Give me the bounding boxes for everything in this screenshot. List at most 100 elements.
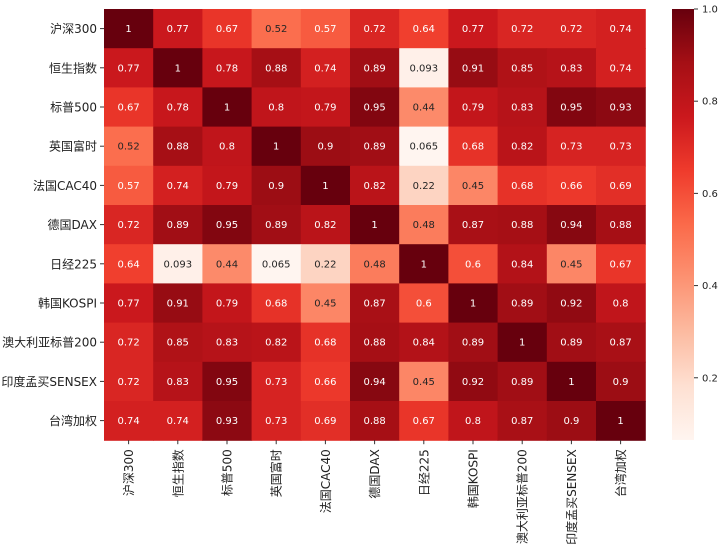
cell-value-label: 1 xyxy=(322,181,328,192)
cell-value-label: 0.78 xyxy=(167,103,189,114)
heatmap-cell xyxy=(153,283,203,324)
heatmap-cell xyxy=(251,361,302,402)
column-tick-label: 韩国KOSPI xyxy=(466,449,481,508)
column-tick-label: 澳大利亚标普200 xyxy=(516,449,530,544)
heatmap-cell xyxy=(448,87,499,128)
cell-value-label: 0.83 xyxy=(216,338,238,349)
cell-value-label: 0.22 xyxy=(413,181,435,192)
cell-value-label: 0.89 xyxy=(265,220,287,231)
heatmap-cell xyxy=(350,283,400,324)
heatmap-cell xyxy=(202,126,253,167)
cell-value-label: 0.83 xyxy=(560,63,582,74)
cell-value-label: 0.89 xyxy=(363,63,385,74)
heatmap-cell xyxy=(546,165,597,206)
heatmap-cell xyxy=(448,361,499,402)
cell-value-label: 0.72 xyxy=(117,220,139,231)
cell-value-label: 0.83 xyxy=(511,103,533,114)
cell-value-label: 0.72 xyxy=(511,24,533,35)
heatmap-cell xyxy=(448,126,499,167)
cell-value-label: 1 xyxy=(568,377,574,388)
column-tick-label: 台湾加权 xyxy=(613,449,628,497)
cell-value-label: 0.88 xyxy=(167,142,189,153)
cell-value-label: 0.87 xyxy=(511,416,533,427)
heatmap-cell xyxy=(350,9,400,49)
heatmap-cell xyxy=(596,401,646,441)
cell-value-label: 0.52 xyxy=(117,142,139,153)
heatmap-cell xyxy=(399,401,449,441)
cell-value-label: 0.9 xyxy=(563,416,579,427)
cell-value-label: 0.72 xyxy=(560,24,582,35)
cell-value-label: 0.77 xyxy=(117,63,139,74)
heatmap-cell xyxy=(104,87,154,128)
colorbar: 0.2 0.4 0.6 0.8 1.0 xyxy=(672,5,718,440)
cell-value-label: 0.66 xyxy=(560,181,582,192)
cell-value-label: 0.52 xyxy=(265,24,287,35)
cell-value-label: 0.9 xyxy=(317,142,333,153)
cell-value-label: 0.74 xyxy=(609,63,631,74)
cell-value-label: 0.8 xyxy=(268,103,284,114)
cell-value-label: 0.88 xyxy=(363,338,385,349)
cell-value-label: 0.67 xyxy=(216,24,238,35)
heatmap-cell xyxy=(596,322,646,363)
heatmap-cell xyxy=(350,205,400,245)
cell-value-label: 0.91 xyxy=(167,299,189,310)
cell-value-label: 0.73 xyxy=(560,142,582,153)
heatmap-cell xyxy=(350,87,400,128)
cell-value-label: 1 xyxy=(519,338,525,349)
heatmap-cell xyxy=(300,87,351,128)
heatmap-cell xyxy=(251,322,302,363)
column-tick-label: 印度孟买SENSEX xyxy=(564,449,579,545)
heatmap-cell xyxy=(202,205,253,245)
heatmap-cell xyxy=(497,9,548,49)
heatmap-cell xyxy=(350,322,400,363)
heatmap-cell xyxy=(546,244,597,284)
heatmap-cell xyxy=(251,244,302,284)
heatmap-cell xyxy=(546,322,597,363)
cell-value-label: 0.77 xyxy=(462,24,484,35)
cell-value-label: 0.93 xyxy=(609,103,631,114)
heatmap-cell xyxy=(300,361,351,402)
cell-value-label: 0.85 xyxy=(167,338,189,349)
heatmap-cells: 1 0.77 0.67 0.52 0.57 0.72 0.64 0.77 0.72 0.72 0.7… xyxy=(104,9,646,441)
heatmap-cell xyxy=(300,165,351,206)
heatmap-cell xyxy=(448,244,499,284)
cell-value-label: 0.89 xyxy=(511,299,533,310)
cell-value-label: 0.69 xyxy=(609,181,631,192)
heatmap-cell xyxy=(300,9,351,49)
heatmap-cell xyxy=(399,165,449,206)
cell-value-label: 0.74 xyxy=(117,416,139,427)
cell-value-label: 0.87 xyxy=(363,299,385,310)
cell-value-label: 1 xyxy=(371,220,377,231)
cell-value-label: 0.87 xyxy=(462,220,484,231)
colorbar-tick-label: 0.8 xyxy=(702,97,718,108)
cell-value-label: 0.83 xyxy=(167,377,189,388)
heatmap-cell xyxy=(300,283,351,324)
heatmap-cell xyxy=(497,87,548,128)
cell-value-label: 1 xyxy=(224,103,230,114)
cell-value-label: 0.92 xyxy=(462,377,484,388)
heatmap-cell xyxy=(104,165,154,206)
heatmap-cell xyxy=(153,244,203,284)
cell-value-label: 1 xyxy=(175,63,181,74)
colorbar-tick-label: 0.2 xyxy=(702,373,718,384)
heatmap-cell xyxy=(202,9,253,49)
colorbar-tick-label: 0.6 xyxy=(702,189,718,200)
column-tick-label: 恒生指数 xyxy=(170,449,185,497)
column-tick-label: 德国DAX xyxy=(367,449,382,498)
cell-value-label: 0.85 xyxy=(511,63,533,74)
cell-value-label: 0.88 xyxy=(363,416,385,427)
cell-value-label: 0.57 xyxy=(314,24,336,35)
cell-value-label: 0.68 xyxy=(314,338,336,349)
column-tick-label: 沪深300 xyxy=(122,449,136,496)
heatmap-cell xyxy=(596,9,646,49)
cell-value-label: 0.82 xyxy=(265,338,287,349)
cell-value-label: 0.22 xyxy=(314,259,336,270)
heatmap-cell xyxy=(104,205,154,245)
heatmap-cell xyxy=(300,48,351,88)
column-tick-label: 标普500 xyxy=(221,449,235,496)
heatmap-cell xyxy=(251,9,302,49)
cell-value-label: 0.73 xyxy=(609,142,631,153)
cell-value-label: 0.8 xyxy=(465,416,481,427)
heatmap-cell xyxy=(104,361,154,402)
cell-value-label: 1 xyxy=(273,142,279,153)
